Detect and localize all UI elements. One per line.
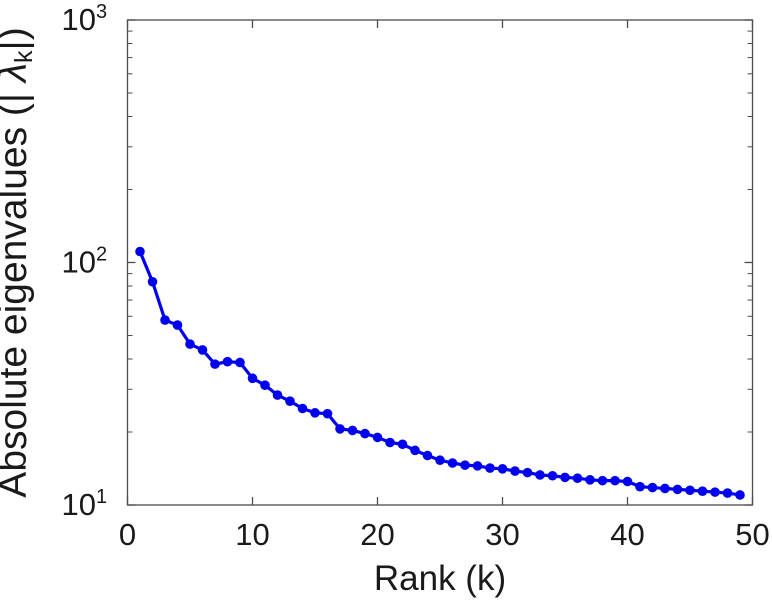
svg-text:Rank (k): Rank (k) (374, 559, 506, 598)
svg-text:103: 103 (62, 1, 108, 37)
svg-text:Absolute eigenvalues (| λk|): Absolute eigenvalues (| λk|) (0, 27, 38, 497)
svg-text:20: 20 (360, 517, 394, 552)
svg-text:30: 30 (485, 517, 519, 552)
svg-text:10: 10 (235, 517, 269, 552)
svg-text:50: 50 (735, 517, 769, 552)
svg-text:102: 102 (62, 244, 108, 280)
svg-text:40: 40 (610, 517, 644, 552)
svg-text:101: 101 (62, 486, 108, 522)
svg-text:0: 0 (119, 517, 136, 552)
